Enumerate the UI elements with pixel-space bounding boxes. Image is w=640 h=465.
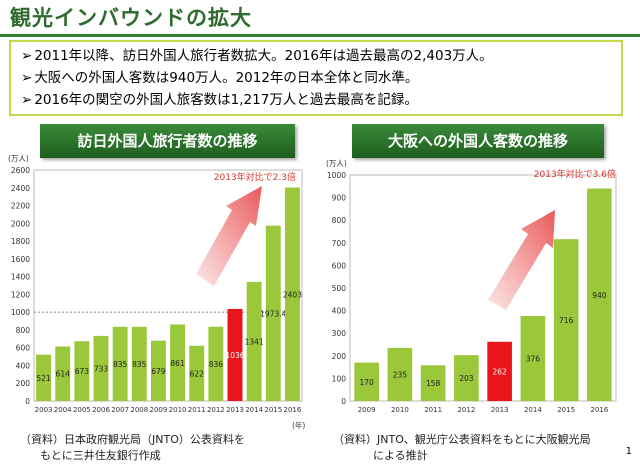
x-tick-label: 2015 bbox=[264, 406, 282, 414]
y-tick-label: 400 bbox=[16, 361, 31, 370]
page-number: 1 bbox=[626, 446, 632, 457]
data-label: 1973.4 bbox=[260, 309, 286, 318]
data-label: 1341 bbox=[245, 337, 264, 346]
y-tick-label: 100 bbox=[332, 374, 347, 383]
x-tick-label: 2011 bbox=[188, 406, 206, 414]
data-label: 836 bbox=[209, 360, 224, 369]
x-tick-label: 2014 bbox=[524, 406, 542, 414]
source-line: による推計 bbox=[333, 448, 591, 464]
x-tick-label: 2003 bbox=[35, 406, 53, 414]
y-tick-label: 800 bbox=[332, 216, 347, 225]
data-label: 203 bbox=[459, 374, 474, 383]
y-tick-label: 200 bbox=[332, 352, 347, 361]
y-tick-label: 1800 bbox=[11, 237, 30, 246]
x-tick-label: 2012 bbox=[457, 406, 475, 414]
summary-text: 2011年以降、訪日外国人旅行者数拡大。2016年は過去最高の2,403万人。 bbox=[34, 48, 492, 64]
y-tick-label: 700 bbox=[332, 239, 347, 248]
annotation-label: 2013年対比で2.3倍 bbox=[214, 171, 296, 183]
y-tick-label: 2200 bbox=[11, 202, 30, 211]
summary-text: 大阪への外国人客数は940万人。2012年の日本全体と同水準。 bbox=[34, 70, 418, 86]
y-tick-label: 0 bbox=[341, 397, 346, 406]
summary-bullet: ➢ 2011年以降、訪日外国人旅行者数拡大。2016年は過去最高の2,403万人。 bbox=[21, 45, 611, 67]
data-label: 673 bbox=[75, 367, 90, 376]
summary-bullet: ➢ 2016年の関空の外国人旅客数は1,217万人と過去最高を記録。 bbox=[21, 89, 611, 111]
x-tick-label: 2013 bbox=[226, 406, 244, 414]
summary-text: 2016年の関空の外国人旅客数は1,217万人と過去最高を記録。 bbox=[34, 92, 418, 108]
visitors-bar-chart: 0 200 400 600 800 1000 1200 1400 1600 1800 2000 220… bbox=[0, 148, 320, 436]
x-tick-label: 2010 bbox=[391, 406, 409, 414]
data-label: 940 bbox=[592, 291, 607, 300]
y-tick-label: 200 bbox=[16, 379, 31, 388]
x-tick-label: 2014 bbox=[245, 406, 263, 414]
data-label: 2403 bbox=[283, 290, 302, 299]
y-tick-label: 400 bbox=[332, 307, 347, 316]
y-axis-label: (万人) bbox=[8, 154, 29, 163]
x-axis-label: (年) bbox=[292, 420, 305, 430]
x-tick-label: 2004 bbox=[54, 406, 72, 414]
y-tick-label: 0 bbox=[25, 397, 30, 406]
y-tick-label: 2600 bbox=[11, 166, 30, 175]
y-tick-label: 800 bbox=[16, 326, 31, 335]
y-tick-label: 1000 bbox=[11, 308, 30, 317]
summary-bullet: ➢ 大阪への外国人客数は940万人。2012年の日本全体と同水準。 bbox=[21, 67, 611, 89]
data-label: 835 bbox=[132, 360, 147, 369]
bullet-arrow-icon: ➢ bbox=[21, 70, 32, 86]
source-line: もとに三井住友銀行作成 bbox=[20, 448, 245, 464]
data-label: 614 bbox=[56, 370, 71, 379]
data-label: 733 bbox=[94, 364, 109, 373]
summary-box: ➢ 2011年以降、訪日外国人旅行者数拡大。2016年は過去最高の2,403万人。… bbox=[9, 40, 623, 116]
y-tick-label: 600 bbox=[16, 344, 31, 353]
x-tick-label: 2006 bbox=[92, 406, 110, 414]
data-label: 376 bbox=[526, 355, 541, 364]
bullet-arrow-icon: ➢ bbox=[21, 48, 32, 64]
x-tick-label: 2016 bbox=[284, 406, 302, 414]
data-label: 679 bbox=[151, 367, 166, 376]
growth-arrow-icon bbox=[488, 210, 555, 310]
y-tick-label: 600 bbox=[332, 261, 347, 270]
source-line: （資料）日本政府観光局（JNTO）公表資料を bbox=[20, 432, 245, 448]
x-tick-label: 2013 bbox=[491, 406, 509, 414]
data-label: 716 bbox=[559, 316, 574, 325]
y-tick-label: 2400 bbox=[11, 184, 30, 193]
y-tick-label: 300 bbox=[332, 329, 347, 338]
data-label: 158 bbox=[426, 379, 441, 388]
x-tick-label: 2005 bbox=[73, 406, 91, 414]
x-tick-label: 2015 bbox=[557, 406, 575, 414]
left-source-note: （資料）日本政府観光局（JNTO）公表資料を もとに三井住友銀行作成 bbox=[20, 432, 245, 464]
source-line: （資料）JNTO、観光庁公表資料をもとに大阪観光局 bbox=[333, 432, 591, 448]
x-tick-label: 2012 bbox=[207, 406, 225, 414]
page-title: 観光インバウンドの拡大 bbox=[10, 2, 252, 32]
y-tick-label: 2000 bbox=[11, 219, 30, 228]
x-tick-label: 2007 bbox=[111, 406, 129, 414]
x-tick-label: 2011 bbox=[424, 406, 442, 414]
data-label: 622 bbox=[190, 369, 205, 378]
data-label: 1036 bbox=[225, 351, 244, 360]
y-tick-label: 1000 bbox=[327, 171, 346, 180]
data-label: 170 bbox=[359, 378, 374, 387]
y-axis-label: (万人) bbox=[326, 159, 347, 168]
y-tick-label: 1400 bbox=[11, 273, 30, 282]
data-label: 262 bbox=[492, 367, 507, 376]
growth-arrow-icon bbox=[196, 186, 262, 286]
data-label: 521 bbox=[36, 374, 51, 383]
title-underline bbox=[0, 34, 640, 37]
data-label: 235 bbox=[393, 370, 408, 379]
y-tick-label: 1600 bbox=[11, 255, 30, 264]
x-tick-label: 2010 bbox=[169, 406, 187, 414]
y-tick-label: 900 bbox=[332, 194, 347, 203]
x-tick-label: 2016 bbox=[590, 406, 608, 414]
x-tick-label: 2008 bbox=[130, 406, 148, 414]
osaka-visitors-bar-chart: 0 100 200 300 400 500 600 700 800 900 1000 (万人) 170 2… bbox=[320, 148, 640, 436]
y-tick-label: 500 bbox=[332, 284, 347, 293]
x-tick-label: 2009 bbox=[358, 406, 376, 414]
x-tick-label: 2009 bbox=[150, 406, 168, 414]
annotation-label: 2013年対比で3.6倍 bbox=[534, 168, 616, 180]
data-label: 835 bbox=[113, 360, 128, 369]
y-tick-label: 1200 bbox=[11, 290, 30, 299]
right-source-note: （資料）JNTO、観光庁公表資料をもとに大阪観光局 による推計 bbox=[333, 432, 591, 464]
data-label: 861 bbox=[170, 359, 185, 368]
bullet-arrow-icon: ➢ bbox=[21, 92, 32, 108]
